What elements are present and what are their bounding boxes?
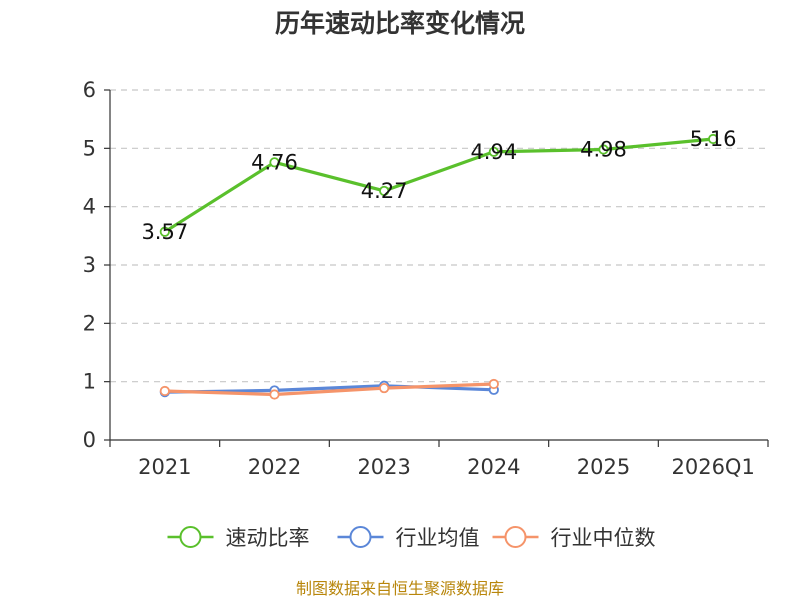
data-point[interactable]	[598, 144, 609, 155]
data-point[interactable]	[708, 133, 719, 145]
x-tick-label: 2022	[248, 455, 301, 479]
legend-marker	[504, 526, 527, 548]
data-label: 3.57	[141, 220, 188, 244]
chart-title: 历年速动比率变化情况	[275, 9, 525, 38]
legend-label: 速动比率	[226, 526, 310, 550]
legend-item-1[interactable]: 行业均值	[337, 526, 480, 550]
axes: 0 1 2 3 4 5 6 2021 2022 2023 2024 2025 2026Q1	[83, 78, 769, 479]
y-tick-label: 5	[83, 136, 96, 160]
y-tick-label: 0	[83, 428, 96, 452]
source-note: 制图数据来自恒生聚源数据库	[296, 579, 504, 598]
x-tick-label: 2021	[138, 455, 191, 479]
y-tick-label: 1	[83, 370, 96, 394]
data-point[interactable]	[269, 389, 280, 400]
grid	[110, 89, 768, 383]
data-point[interactable]	[488, 378, 499, 390]
data-point[interactable]	[379, 382, 390, 394]
data-point[interactable]	[488, 146, 499, 157]
legend-item-0[interactable]: 速动比率	[167, 526, 310, 550]
data-point[interactable]	[269, 157, 280, 168]
legend-label: 行业均值	[396, 526, 480, 550]
series-layer	[159, 133, 719, 400]
data-point[interactable]	[379, 185, 390, 197]
legend-label: 行业中位数	[551, 526, 656, 550]
data-label: 4.94	[470, 140, 517, 164]
y-tick-label: 6	[83, 78, 96, 102]
data-labels: 3.57 4.76 4.27 4.94 4.98 5.16	[141, 127, 736, 244]
legend-marker	[349, 526, 372, 548]
data-label: 4.27	[361, 179, 408, 203]
x-tick-label: 2023	[357, 455, 410, 479]
series-line-2	[164, 382, 494, 397]
x-tick-label: 2026Q1	[671, 455, 754, 479]
legend-item-2[interactable]: 行业中位数	[492, 526, 656, 550]
data-point[interactable]	[159, 385, 170, 397]
x-tick-label: 2024	[467, 455, 520, 479]
y-tick-label: 4	[83, 195, 96, 219]
data-label: 5.16	[690, 127, 737, 151]
x-tick-label: 2025	[577, 455, 630, 479]
data-point[interactable]	[159, 226, 170, 237]
data-label: 4.98	[580, 138, 627, 162]
y-tick-label: 3	[83, 253, 96, 277]
series-line-0	[163, 137, 714, 234]
legend[interactable]: 速动比率 行业均值 行业中位数	[167, 526, 656, 550]
y-tick-label: 2	[83, 311, 96, 335]
data-label: 4.76	[251, 150, 298, 174]
legend-marker	[179, 526, 202, 548]
